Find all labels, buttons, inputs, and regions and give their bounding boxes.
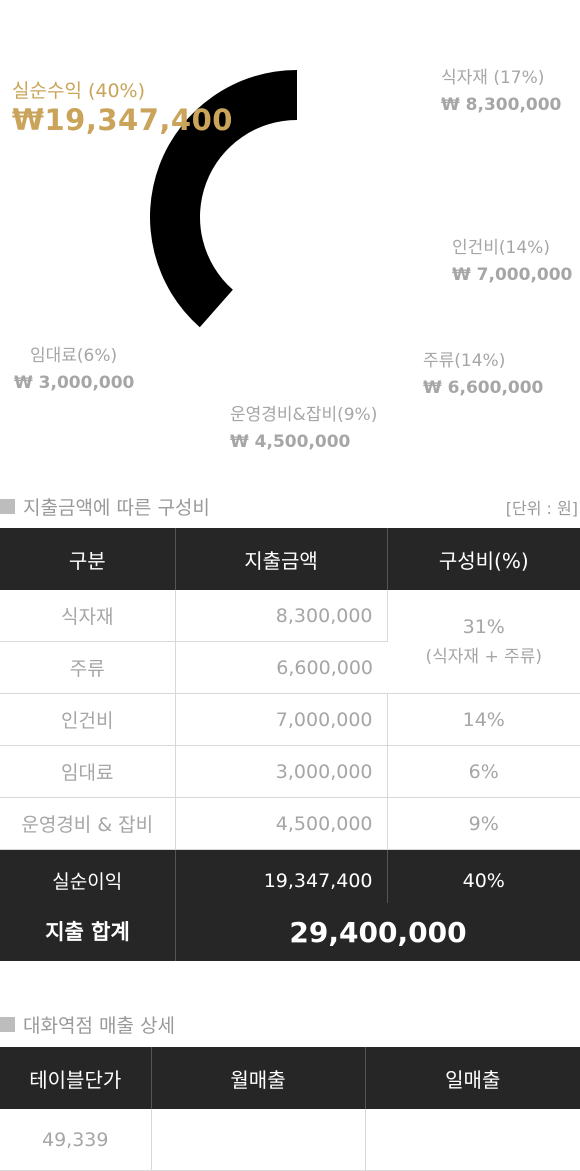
row-name: 임대료 (0, 745, 176, 798)
row-amount: 7,000,000 (175, 693, 388, 746)
profit-slice (150, 70, 297, 328)
row-ratio: 14% (387, 693, 580, 746)
profit-amount: ₩19,347,400 (12, 103, 233, 137)
row-ratio: 6% (387, 745, 580, 798)
expense-total-bar: 지출 합계 29,400,000 (0, 903, 580, 961)
liquor-label: 주류(14%) (423, 351, 506, 371)
labor-label: 인건비(14%) (452, 238, 550, 258)
ops-label-group: 운영경비&잡비(9%) ₩ 4,500,000 (230, 405, 377, 453)
col-header-monthly: 월매출 (151, 1047, 366, 1109)
square-bullet-icon (0, 1017, 15, 1032)
row-name: 운영경비 & 잡비 (0, 797, 176, 850)
food-amount: ₩ 8,300,000 (441, 95, 562, 116)
row-name: 식자재 (0, 590, 176, 642)
col-header-category: 구분 (0, 528, 176, 590)
col-header-daily: 일매출 (365, 1047, 580, 1109)
combined-ratio: 31% (462, 616, 505, 638)
row-amount: 4,500,000 (175, 797, 388, 850)
row-ratio: 9% (387, 797, 580, 850)
sales-section-title: 대화역점 매출 상세 (0, 1011, 175, 1038)
row-amount: 6,600,000 (175, 641, 387, 694)
expense-title-text: 지출금액에 따른 구성비 (23, 497, 210, 519)
table-row: 주류 6,600,000 (0, 641, 580, 694)
ops-amount: ₩ 4,500,000 (230, 432, 351, 453)
sales-title-text: 대화역점 매출 상세 (23, 1015, 175, 1037)
square-bullet-icon (0, 499, 15, 514)
table-row: 인건비 7,000,000 14% (0, 693, 580, 746)
row-amount: 8,300,000 (175, 590, 388, 642)
liquor-label-group: 주류(14%) ₩ 6,600,000 (423, 351, 543, 399)
sales-table-header: 테이블단가 월매출 일매출 (0, 1047, 580, 1109)
profit-label-group: 실순수익 (40%) ₩19,347,400 (12, 76, 233, 137)
col-header-amount: 지출금액 (175, 528, 388, 590)
rent-label-group: 임대료(6%) ₩ 3,000,000 (14, 346, 134, 394)
pie-chart: 실순수익 (40%) ₩19,347,400 식자재 (17%) ₩ 8,300… (0, 0, 580, 480)
daily-cell (365, 1109, 580, 1171)
table-row: 운영경비 & 잡비 4,500,000 9% (0, 797, 580, 850)
row-name: 주류 (0, 641, 176, 694)
expense-section-title: 지출금액에 따른 구성비 (0, 493, 210, 520)
profit-label: 실순수익 (40%) (12, 80, 146, 102)
food-label: 식자재 (17%) (441, 68, 545, 88)
expense-table: 구분 지출금액 구성비(%) 식자재 8,300,000 31% (식자재 + … (0, 528, 580, 912)
chart-svg (150, 70, 297, 328)
total-value: 29,400,000 (289, 915, 467, 949)
table-row: 식자재 8,300,000 31% (식자재 + 주류) (0, 590, 580, 694)
total-label: 지출 합계 (0, 903, 176, 961)
table-row: 49,339 (0, 1109, 580, 1171)
col-header-table-price: 테이블단가 (0, 1047, 152, 1109)
labor-amount: ₩ 7,000,000 (452, 265, 573, 286)
liquor-amount: ₩ 6,600,000 (423, 378, 544, 399)
profit-row-name: 실순이익 (0, 849, 176, 912)
sales-table: 테이블단가 월매출 일매출 49,339 (0, 1047, 580, 1171)
table-row: 임대료 3,000,000 6% (0, 745, 580, 798)
row-amount: 3,000,000 (175, 745, 388, 798)
profit-row-ratio: 40% (387, 849, 580, 912)
monthly-cell (151, 1109, 366, 1171)
row-name: 인건비 (0, 693, 176, 746)
labor-label-group: 인건비(14%) ₩ 7,000,000 (452, 238, 572, 286)
table-price-cell: 49,339 (0, 1109, 152, 1171)
col-header-ratio: 구성비(%) (387, 528, 580, 590)
expense-table-header: 구분 지출금액 구성비(%) (0, 528, 580, 590)
combined-ratio-note: (식자재 + 주류) (425, 647, 543, 667)
ops-label: 운영경비&잡비(9%) (230, 405, 378, 425)
combined-ratio-cell: 31% (식자재 + 주류) (387, 590, 580, 694)
food-label-group: 식자재 (17%) ₩ 8,300,000 (441, 68, 561, 116)
rent-amount: ₩ 3,000,000 (14, 373, 135, 394)
unit-label: [단위 : 원] (505, 499, 578, 518)
rent-label: 임대료(6%) (30, 346, 118, 366)
